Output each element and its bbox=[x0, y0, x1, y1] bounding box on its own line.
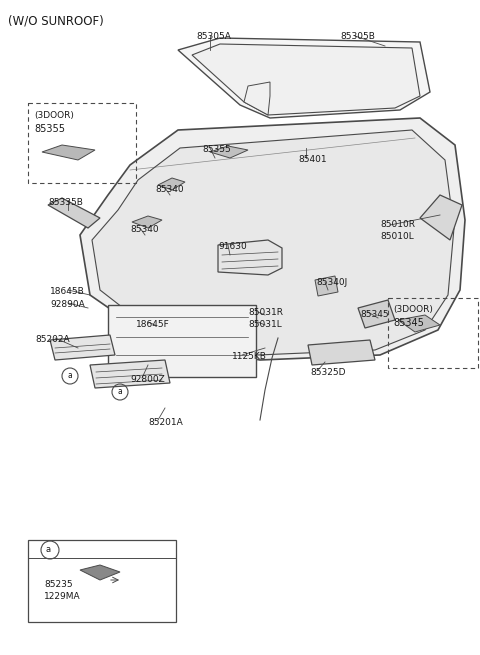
Polygon shape bbox=[42, 145, 95, 160]
Text: 85355: 85355 bbox=[34, 124, 65, 134]
Polygon shape bbox=[50, 335, 115, 360]
FancyBboxPatch shape bbox=[108, 305, 256, 377]
Text: 85335B: 85335B bbox=[48, 198, 83, 207]
Text: 85202A: 85202A bbox=[35, 335, 70, 344]
Text: 92890A: 92890A bbox=[50, 300, 85, 309]
Text: (W/O SUNROOF): (W/O SUNROOF) bbox=[8, 14, 104, 27]
Polygon shape bbox=[80, 118, 465, 360]
Text: 85010R: 85010R bbox=[380, 220, 415, 229]
Text: 85305B: 85305B bbox=[340, 32, 375, 41]
Polygon shape bbox=[308, 340, 375, 365]
Polygon shape bbox=[132, 216, 162, 228]
Text: 85340: 85340 bbox=[155, 185, 184, 194]
Text: 85031R: 85031R bbox=[248, 308, 283, 317]
Polygon shape bbox=[420, 195, 462, 240]
Text: 85345: 85345 bbox=[360, 310, 389, 319]
Polygon shape bbox=[210, 146, 248, 158]
Text: 85340: 85340 bbox=[130, 225, 158, 234]
Text: 85031L: 85031L bbox=[248, 320, 282, 329]
Text: a: a bbox=[117, 387, 122, 396]
Text: a: a bbox=[67, 371, 72, 380]
Polygon shape bbox=[48, 198, 100, 228]
Polygon shape bbox=[398, 315, 440, 332]
Polygon shape bbox=[178, 38, 430, 118]
Text: 1125KB: 1125KB bbox=[232, 352, 267, 361]
Polygon shape bbox=[315, 276, 338, 296]
Text: (3DOOR): (3DOOR) bbox=[34, 111, 74, 120]
Polygon shape bbox=[192, 44, 420, 115]
Text: 85201A: 85201A bbox=[148, 418, 183, 427]
Text: 85010L: 85010L bbox=[380, 232, 414, 241]
Text: a: a bbox=[46, 545, 51, 554]
Text: (3DOOR): (3DOOR) bbox=[393, 305, 433, 314]
Polygon shape bbox=[358, 300, 395, 328]
Text: 18645F: 18645F bbox=[136, 320, 170, 329]
Polygon shape bbox=[92, 130, 454, 355]
Polygon shape bbox=[90, 360, 170, 388]
Text: 18645B: 18645B bbox=[50, 287, 85, 296]
Text: 92800Z: 92800Z bbox=[130, 375, 165, 384]
Text: 85401: 85401 bbox=[298, 155, 326, 164]
Text: 85345: 85345 bbox=[393, 318, 424, 328]
Polygon shape bbox=[218, 240, 282, 275]
Text: 85325D: 85325D bbox=[310, 368, 346, 377]
Polygon shape bbox=[158, 178, 185, 190]
Text: 85235: 85235 bbox=[44, 580, 72, 589]
Text: 85305A: 85305A bbox=[196, 32, 231, 41]
Polygon shape bbox=[80, 565, 120, 580]
Text: 91630: 91630 bbox=[218, 242, 247, 251]
Text: 85340J: 85340J bbox=[316, 278, 347, 287]
Polygon shape bbox=[244, 82, 270, 115]
Text: 1229MA: 1229MA bbox=[44, 592, 81, 601]
Text: 85355: 85355 bbox=[202, 145, 231, 154]
